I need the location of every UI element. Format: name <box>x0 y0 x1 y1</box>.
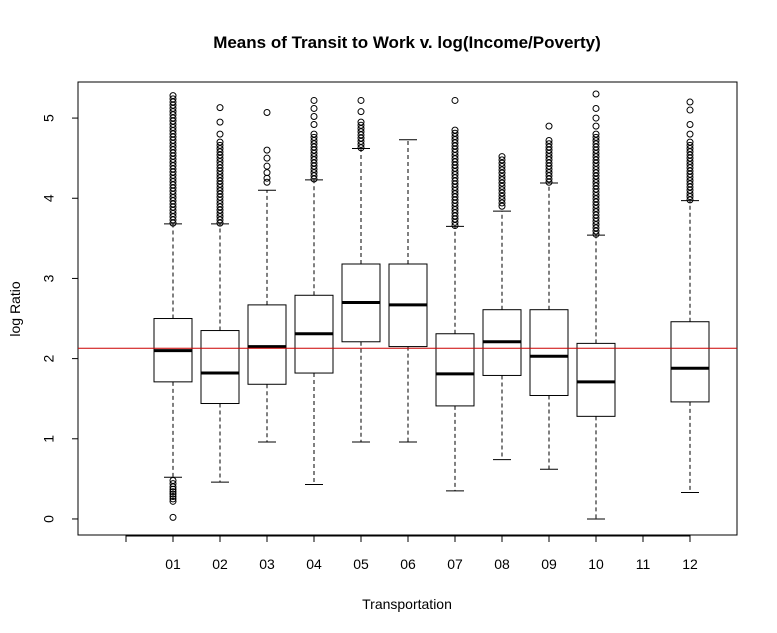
outlier-point <box>310 96 318 104</box>
outlier-point <box>263 154 271 162</box>
outlier-point <box>498 179 506 187</box>
outlier-point <box>498 192 506 200</box>
outlier-point <box>263 169 271 177</box>
outlier-point <box>451 96 459 104</box>
outlier-point <box>216 141 224 149</box>
x-tick-label: 09 <box>541 556 557 572</box>
outlier-point <box>169 493 177 501</box>
y-axis-label: log Ratio <box>7 281 23 336</box>
outlier-point <box>498 169 506 177</box>
outlier-point <box>310 133 318 141</box>
outlier-point <box>310 130 318 138</box>
outlier-point <box>169 497 177 505</box>
outlier-point <box>169 488 177 496</box>
x-tick-label: 04 <box>306 556 322 572</box>
x-axis-label: Transportation <box>362 596 452 612</box>
outlier-point <box>686 138 694 146</box>
x-tick-label: 05 <box>353 556 369 572</box>
outlier-point <box>592 90 600 98</box>
outlier-point <box>498 199 506 207</box>
outlier-point <box>357 121 365 129</box>
outlier-point <box>263 162 271 170</box>
outlier-point <box>169 513 177 521</box>
outlier-point <box>686 106 694 114</box>
x-tick-label: 07 <box>447 556 463 572</box>
outlier-point <box>545 140 553 148</box>
box-iqr <box>200 330 240 405</box>
outlier-point <box>169 495 177 503</box>
x-tick-label: 08 <box>494 556 510 572</box>
box-iqr <box>529 309 569 396</box>
outlier-point <box>498 202 506 210</box>
outlier-point <box>169 490 177 498</box>
outlier-point <box>498 153 506 161</box>
outlier-point <box>451 126 459 134</box>
y-tick-label: 2 <box>41 355 57 363</box>
x-tick-label: 06 <box>400 556 416 572</box>
outlier-point <box>357 108 365 116</box>
y-tick-label: 1 <box>41 435 57 443</box>
x-tick-label: 12 <box>682 556 698 572</box>
outlier-point <box>216 104 224 112</box>
y-tick-label: 3 <box>41 274 57 282</box>
outlier-point <box>263 174 271 182</box>
outlier-point <box>498 159 506 167</box>
outlier-point <box>498 163 506 171</box>
outlier-point <box>357 118 365 126</box>
outlier-point <box>169 95 177 103</box>
outlier-point <box>498 182 506 190</box>
outlier-point <box>498 189 506 197</box>
outlier-point <box>686 98 694 106</box>
outlier-point <box>545 137 553 145</box>
outlier-point <box>686 120 694 128</box>
outlier-point <box>357 96 365 104</box>
outlier-point <box>686 130 694 138</box>
outlier-point <box>216 138 224 146</box>
outlier-point <box>263 146 271 154</box>
box-iqr <box>670 321 710 403</box>
outlier-point <box>169 485 177 493</box>
outlier-point <box>592 114 600 122</box>
outlier-point <box>498 156 506 164</box>
outlier-point <box>592 122 600 130</box>
outlier-point <box>216 130 224 138</box>
outlier-point <box>592 133 600 141</box>
outlier-point <box>498 172 506 180</box>
outlier-point <box>545 122 553 130</box>
x-tick-label: 10 <box>588 556 604 572</box>
x-tick-label: 02 <box>212 556 228 572</box>
outlier-point <box>310 112 318 120</box>
box-iqr <box>576 342 616 417</box>
x-tick-label: 01 <box>165 556 181 572</box>
x-tick-label: 03 <box>259 556 275 572</box>
y-tick-label: 4 <box>41 194 57 202</box>
x-tick-label: 11 <box>636 556 651 572</box>
outlier-point <box>498 196 506 204</box>
outlier-point <box>498 176 506 184</box>
box-iqr <box>247 304 287 385</box>
outlier-point <box>451 129 459 137</box>
outlier-point <box>592 130 600 138</box>
outlier-point <box>310 120 318 128</box>
outlier-point <box>169 483 177 491</box>
outlier-point <box>169 92 177 100</box>
outlier-point <box>686 141 694 149</box>
chart-title: Means of Transit to Work v. log(Income/P… <box>213 33 601 52</box>
outlier-point <box>216 118 224 126</box>
outlier-point <box>498 166 506 174</box>
y-tick-label: 0 <box>41 515 57 523</box>
outlier-point <box>263 178 271 186</box>
y-tick-label: 5 <box>41 114 57 122</box>
box-iqr <box>435 333 475 407</box>
outlier-point <box>498 186 506 194</box>
outlier-point <box>310 104 318 112</box>
outlier-point <box>263 108 271 116</box>
outlier-point <box>592 104 600 112</box>
